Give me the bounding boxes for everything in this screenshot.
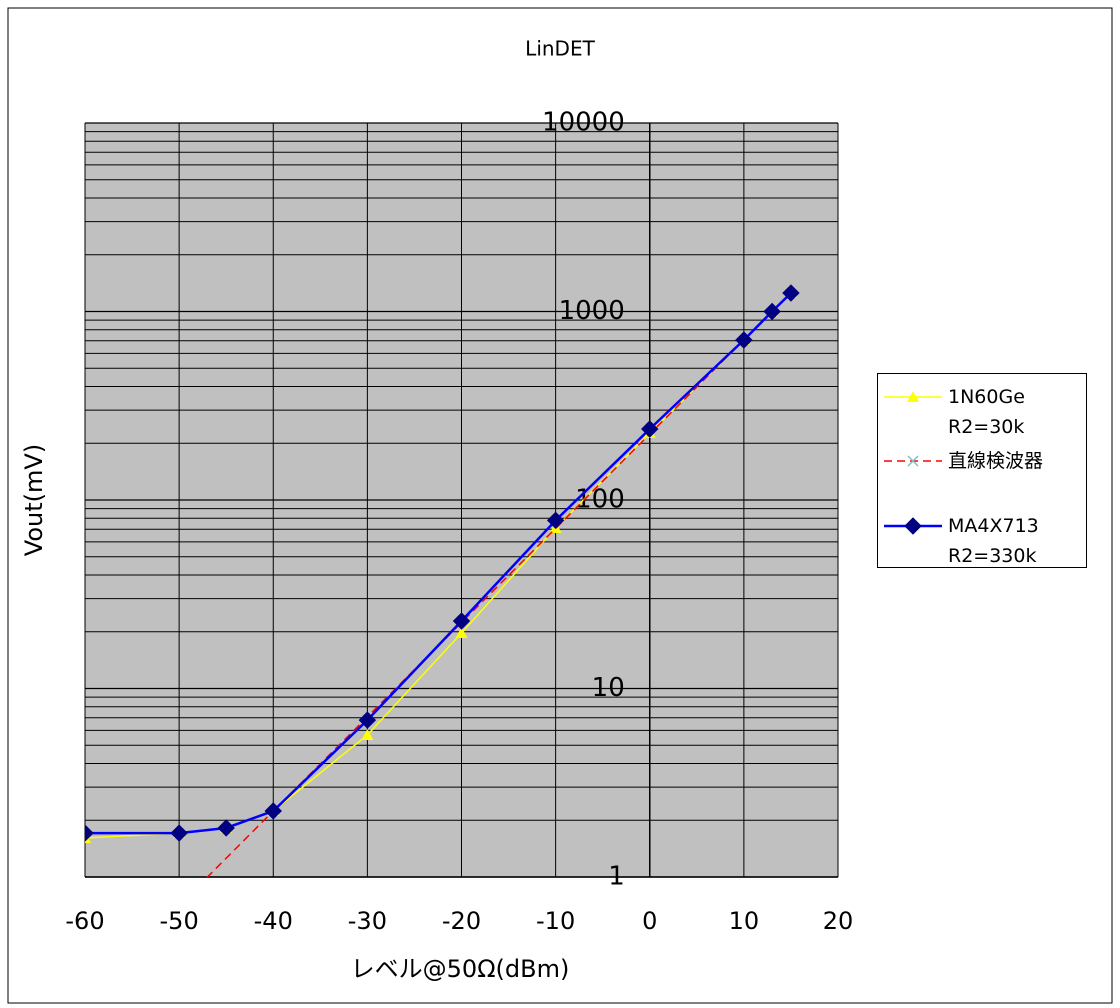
data-point [452, 612, 471, 630]
y-tick-label: 1 [608, 862, 625, 892]
x-tick-label: 20 [823, 907, 854, 935]
legend-marker [907, 455, 919, 467]
data-point [782, 284, 800, 302]
x-tick-label: -20 [442, 907, 481, 935]
legend: 1N60Ge R2=30k 直線検波器 MA4X713 R2=330k [877, 373, 1087, 568]
legend-swatch [884, 517, 942, 535]
x-tick-label: -30 [348, 907, 387, 935]
data-point [735, 331, 753, 349]
data-point [217, 819, 235, 837]
data-point [264, 802, 282, 820]
data-point [358, 711, 377, 729]
x-tick-label: -50 [160, 907, 199, 935]
x-tick-label: 0 [642, 907, 657, 935]
legend-label: MA4X713 R2=330k [948, 515, 1039, 567]
data-point [546, 511, 565, 530]
legend-marker [907, 391, 919, 402]
x-tick-label: -40 [254, 907, 293, 935]
x-tick-label: -10 [536, 907, 575, 935]
series [85, 284, 800, 842]
legend-marker [904, 517, 922, 535]
data-point [170, 824, 188, 842]
data-point [763, 302, 781, 321]
data-point [641, 420, 659, 438]
legend-entry: 1N60Ge R2=30k [878, 382, 1025, 442]
data-point [361, 728, 374, 740]
chart-title: LinDET [525, 37, 595, 61]
y-tick-label: 1000 [559, 296, 625, 326]
y-tick-label: 100 [575, 485, 625, 515]
x-axis-title: レベル@50Ω(dBm) [351, 955, 570, 983]
legend-label: 1N60Ge R2=30k [948, 386, 1025, 438]
legend-label: 直線検波器 [948, 450, 1044, 472]
x-tick-label: 10 [729, 907, 760, 935]
y-tick-label: 10 [592, 673, 625, 703]
data-point [85, 824, 94, 842]
legend-entry: 直線検波器 [878, 446, 1043, 476]
data-point [455, 626, 468, 638]
legend-swatch [884, 455, 942, 467]
legend-swatch [884, 391, 942, 402]
y-tick-label: 10000 [542, 108, 625, 138]
y-axis-title: Vout(mV) [20, 444, 48, 556]
x-tick-label: -60 [65, 907, 104, 935]
legend-entry: MA4X713 R2=330k [878, 511, 1039, 571]
